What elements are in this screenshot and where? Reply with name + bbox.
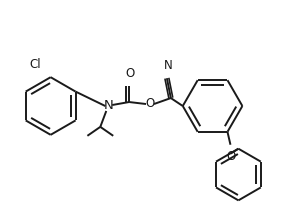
Text: N: N [163, 59, 172, 72]
Text: N: N [103, 98, 113, 111]
Text: O: O [145, 97, 155, 110]
Text: O: O [125, 67, 135, 80]
Text: Cl: Cl [29, 58, 41, 71]
Text: O: O [227, 150, 236, 163]
